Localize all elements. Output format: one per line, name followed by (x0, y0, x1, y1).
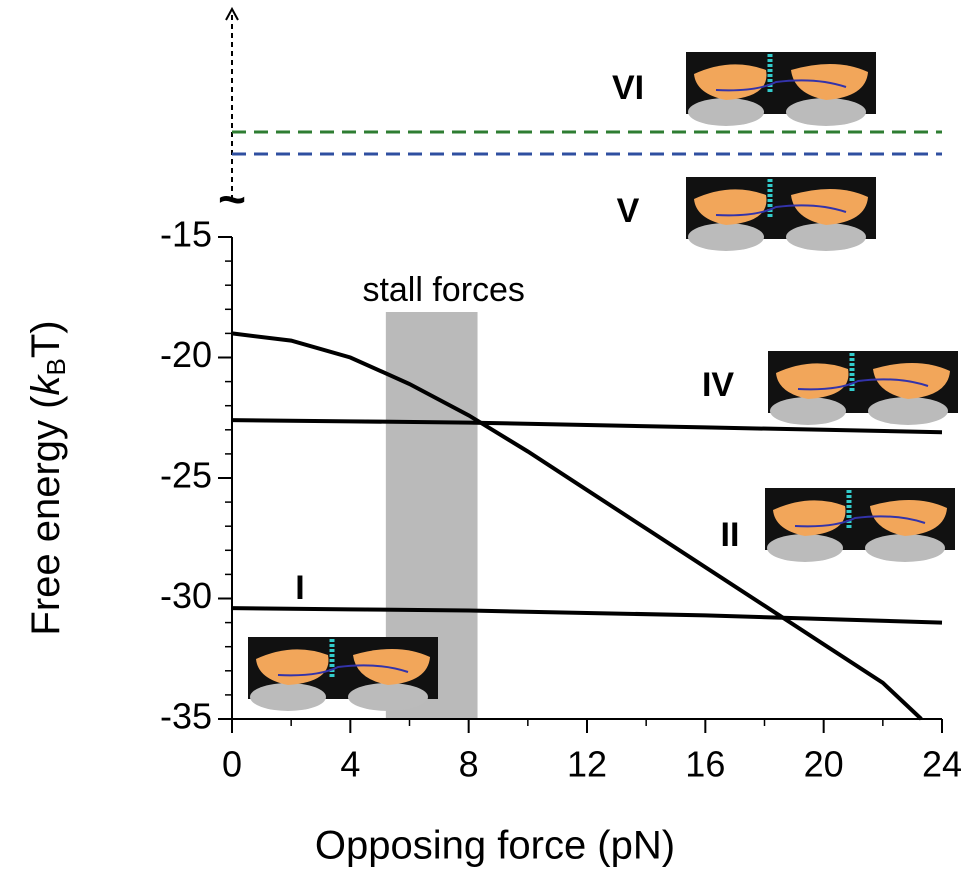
y-label-tail: T) (24, 320, 68, 358)
x-tick-label: 24 (922, 744, 962, 785)
x-tick-label: 16 (685, 744, 725, 785)
series-line (232, 420, 942, 432)
state-label: VI (612, 69, 644, 107)
state-label: V (617, 192, 640, 230)
x-tick-label: 12 (567, 744, 607, 785)
y-tick-label: -35 (160, 696, 212, 737)
series-label: I (295, 569, 304, 607)
x-tick-label: 8 (459, 744, 479, 785)
x-tick-label: 4 (340, 744, 360, 785)
series-label: IV (702, 366, 734, 404)
state-image (765, 488, 955, 562)
y-tick-label: -25 (160, 455, 212, 496)
y-label-sub: B (41, 358, 71, 375)
series-line (232, 608, 942, 622)
page: {"chart_data": {"type": "line", "xlabel"… (0, 0, 976, 879)
y-axis-label: Free energy (kBT) (24, 320, 71, 635)
state-image (686, 52, 876, 126)
y-label-k: k (24, 374, 68, 396)
x-axis-label: Opposing force (pN) (315, 824, 675, 868)
x-tick-label: 0 (222, 744, 242, 785)
y-label-text: Free energy ( (24, 395, 68, 636)
y-tick-label: -20 (160, 334, 212, 375)
y-tick-label: -30 (160, 575, 212, 616)
x-tick-label: 20 (804, 744, 844, 785)
chart: ~ Opposing force (pN) Free energy (kBT) … (0, 0, 976, 879)
band-label: stall forces (362, 271, 525, 309)
axis-break: ~ (218, 174, 246, 227)
state-image (686, 177, 876, 251)
y-tick-label: -15 (160, 214, 212, 255)
state-image (768, 351, 958, 425)
series-label: II (721, 516, 740, 554)
state-image (248, 637, 438, 711)
